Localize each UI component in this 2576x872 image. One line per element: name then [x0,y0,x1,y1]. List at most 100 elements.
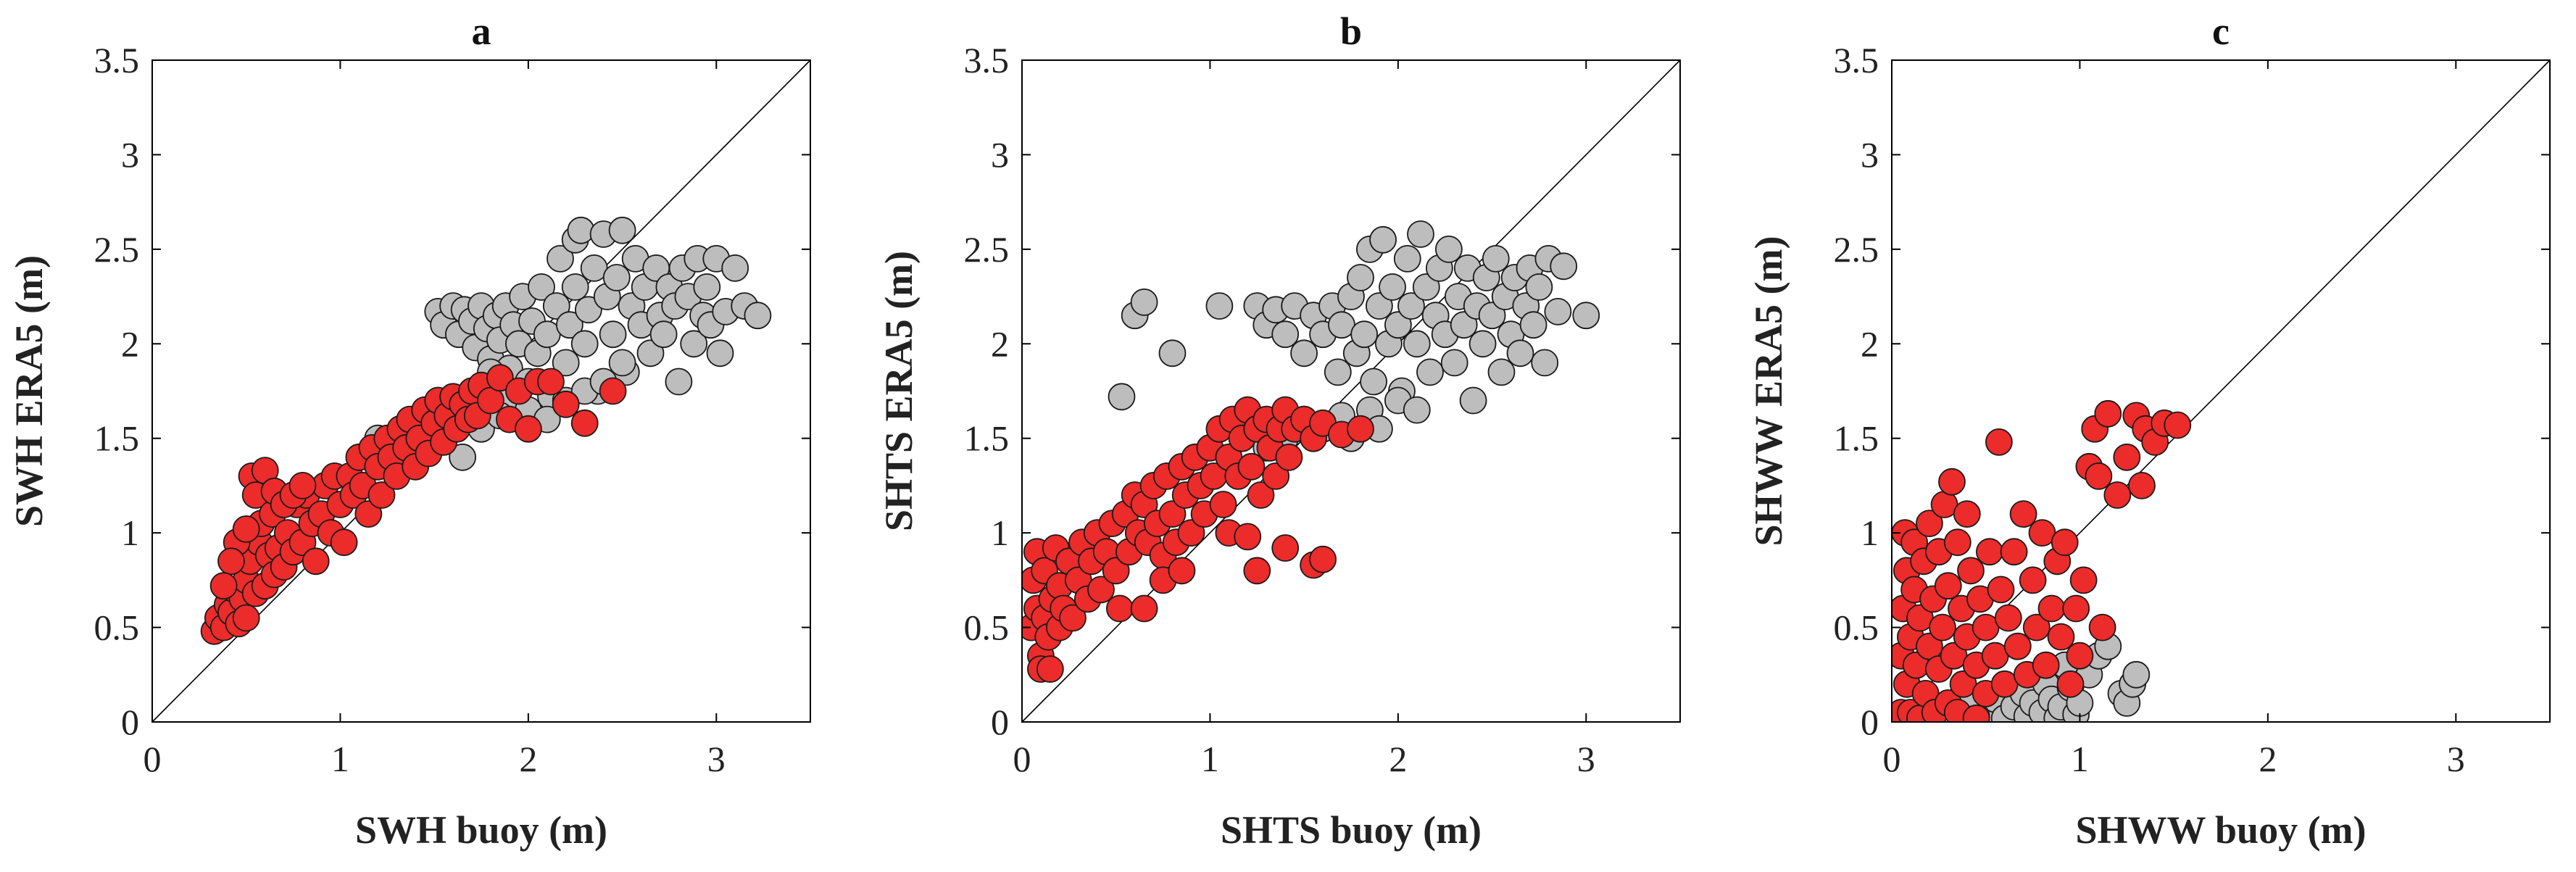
point-red [2019,566,2047,594]
point-grey [1478,302,1506,330]
y-tick-label: 2 [1861,323,1879,364]
point-red [1262,462,1290,490]
x-tick-label: 1 [2071,739,2089,779]
point-grey [1108,383,1136,411]
point-red [1938,468,1966,496]
x-tick-label: 3 [707,739,726,779]
panel-c: 0 1 2 3 0 0.5 1 1.5 2 2.5 3 3.5 c SHWW buoy (m) SHWW E… [1747,9,2551,852]
panel-title: c [2212,9,2230,53]
point-grey [721,254,749,282]
point-grey [1519,311,1547,339]
point-grey [1397,292,1425,320]
y-tick-label: 3 [991,134,1009,175]
point-red [2022,613,2051,641]
x-tick-label: 3 [1577,739,1595,779]
y-tick-label: 3 [1861,134,1879,175]
point-red [1915,510,1943,537]
point-grey [561,273,589,301]
point-grey [1158,339,1187,368]
point-red [1957,557,1985,585]
point-red [1059,604,1087,632]
point-red [1271,534,1300,562]
point-red [2062,594,2090,623]
x-axis-label: SHWW buoy (m) [2075,808,2366,852]
y-axis-label: SHTS ERA5 (m) [877,251,921,531]
point-grey [602,264,631,291]
y-tick-label: 2.5 [1834,229,1879,270]
series-red [1892,399,2192,722]
point-red [1994,604,2022,632]
point-red [1934,572,1962,600]
point-red [1275,443,1303,471]
point-red [330,528,358,557]
point-grey [1130,288,1158,316]
point-red [486,364,514,392]
point-grey [608,216,636,244]
y-tick-label: 0.5 [964,607,1010,648]
point-grey [542,292,570,320]
point-red [2128,472,2156,499]
point-red [1087,576,1115,604]
point-red [2066,641,2094,670]
x-tick-label: 0 [1013,739,1031,779]
series-red [200,364,627,645]
x-tick-label: 1 [331,739,349,779]
y-tick-label: 3.5 [1834,40,1879,80]
plot-frame [1021,59,1681,723]
x-axis-label: SHTS buoy (m) [1221,808,1482,852]
point-grey [1360,368,1387,396]
point-grey [1531,349,1559,377]
point-red [288,472,317,499]
point-grey [575,296,602,324]
x-axis-label: SWH buoy (m) [355,808,607,852]
point-grey [1416,358,1444,386]
x-tick-label: 1 [1201,739,1219,779]
point-red [2051,528,2079,557]
point-grey [1379,273,1406,301]
point-red [1247,481,1275,509]
point-red [2003,632,2032,660]
point-red [2094,399,2122,428]
y-tick-label: 0 [1861,702,1879,742]
point-red [2000,538,2028,566]
point-red [1929,613,1956,641]
point-red [1168,557,1196,585]
panel-a: 0 1 2 3 0 0.5 1 1.5 2 2.5 3 3.5 a SWH buoy (m) SWH ERA… [7,9,811,852]
point-red [1106,594,1134,623]
y-tick-label: 2.5 [964,229,1010,270]
point-grey [449,443,476,471]
plot-frame [1891,59,2551,723]
point-red [2085,462,2113,490]
panel-title: a [472,9,491,53]
point-grey [1407,220,1434,248]
point-red [515,415,542,443]
point-grey [1412,273,1440,301]
y-tick-label: 1.5 [964,418,1010,459]
point-red [2047,623,2075,651]
x-tick-label: 2 [519,739,537,779]
y-tick-label: 1.5 [94,418,140,459]
point-red [1985,428,2013,456]
point-grey [1525,273,1553,301]
panel-title: b [1340,9,1362,53]
point-grey [1482,244,1510,273]
point-red [2164,411,2192,439]
y-tick-label: 0.5 [94,607,140,648]
point-grey [649,320,678,349]
point-grey [552,349,580,377]
point-red [1237,452,1266,481]
point-grey [1487,358,1516,386]
point-red [2113,443,2141,471]
y-tick-label: 3.5 [94,40,140,80]
series-red [1022,396,1374,683]
point-grey [2122,660,2151,689]
point-red [537,368,565,396]
y-tick-label: 0 [991,702,1009,742]
point-grey [1290,339,1318,368]
series-grey [1108,220,1600,462]
point-red [367,481,396,509]
y-tick-label: 1 [1861,512,1879,553]
point-grey [1572,302,1600,330]
point-grey [1347,264,1374,291]
